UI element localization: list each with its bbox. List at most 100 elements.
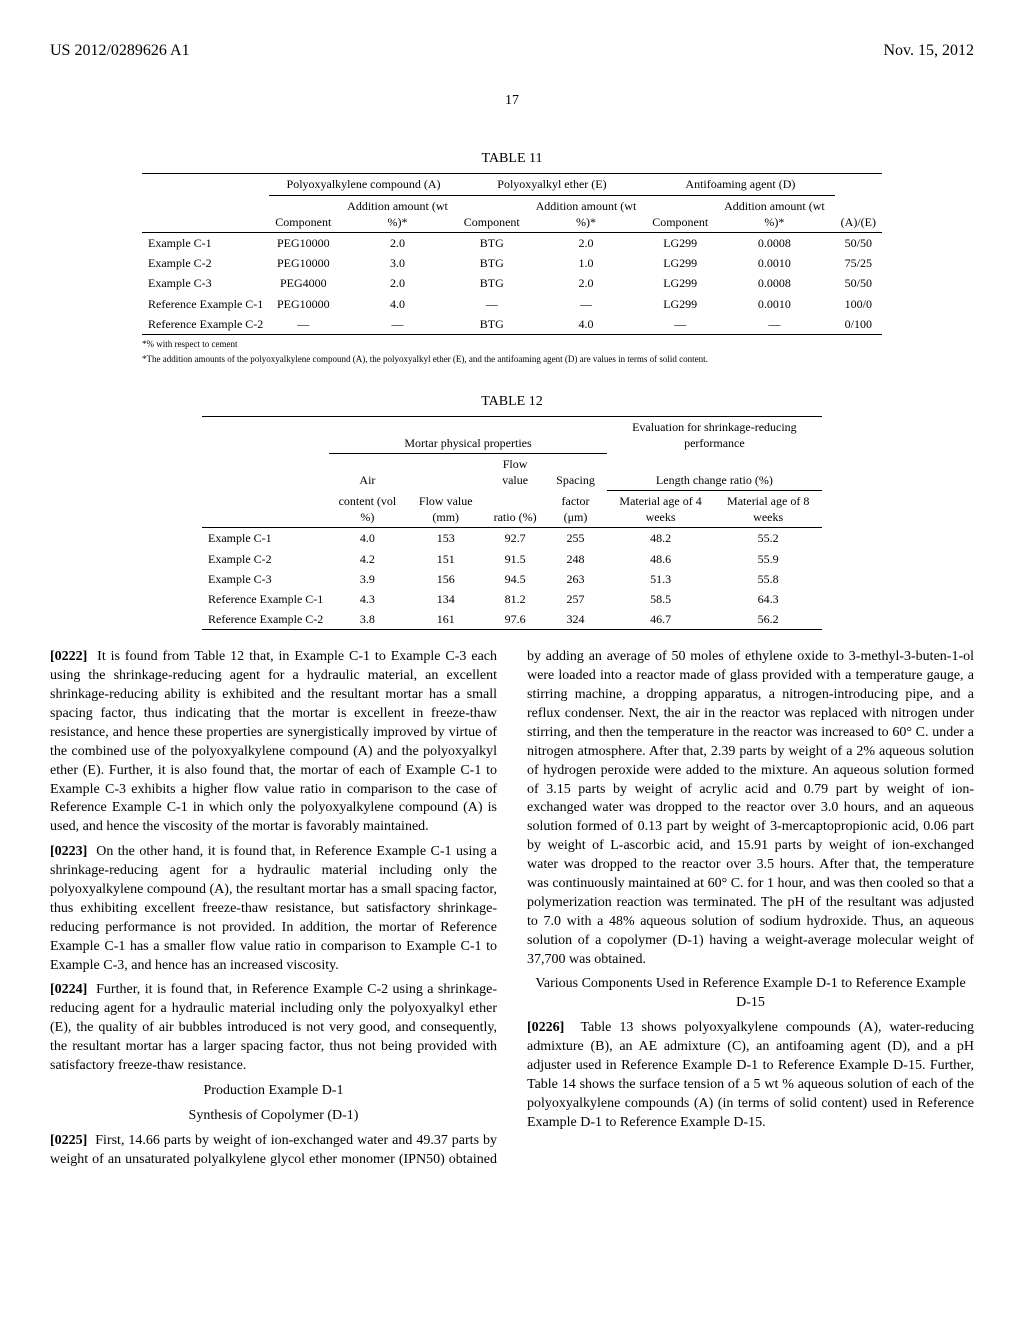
t12-cell: 91.5: [486, 549, 544, 569]
table-row: Example C-3 3.9 156 94.5 263 51.3 55.8: [202, 569, 822, 589]
t12-cell: 58.5: [607, 589, 715, 609]
t11-footnote-1: *% with respect to cement: [142, 339, 882, 350]
table-row: Example C-2 4.2 151 91.5 248 48.6 55.9: [202, 549, 822, 569]
t12-h-spacing: Spacing: [544, 454, 607, 491]
t12-h-flowratio: Flow value: [486, 454, 544, 491]
para-num: [0226]: [527, 1020, 564, 1035]
t12-h-flowmm2: Flow value (mm): [406, 491, 486, 528]
t12-cell: 97.6: [486, 609, 544, 630]
table-row: Example C-1 4.0 153 92.7 255 48.2 55.2: [202, 528, 822, 549]
t12-cell: Example C-2: [202, 549, 329, 569]
para-0223: [0223] On the other hand, it is found th…: [50, 843, 497, 975]
publication-date: Nov. 15, 2012: [883, 40, 974, 62]
t12-cell: 134: [406, 589, 486, 609]
t11-cell: 2.0: [526, 273, 646, 293]
t11-cell: BTG: [458, 232, 526, 253]
t11-cell: PEG10000: [269, 232, 337, 253]
t12-cell: 257: [544, 589, 607, 609]
para-text: Table 13 shows polyoxyalkylene compounds…: [527, 1020, 974, 1129]
t12-cell: 3.8: [329, 609, 405, 630]
table-row: Example C-2 PEG10000 3.0 BTG 1.0 LG299 0…: [142, 253, 882, 273]
t12-cell: 81.2: [486, 589, 544, 609]
t12-cell: 55.8: [714, 569, 822, 589]
para-0222: [0222] It is found from Table 12 that, i…: [50, 648, 497, 837]
t11-cell: 4.0: [337, 294, 457, 314]
para-text: It is found from Table 12 that, in Examp…: [50, 649, 497, 834]
t12-cell: 64.3: [714, 589, 822, 609]
t12-h-air2: content (vol %): [329, 491, 405, 528]
t11-h-comp-e: Component: [458, 195, 526, 232]
t12-h-air: Air: [329, 454, 405, 491]
t11-h-add-d: Addition amount (wt %)*: [714, 195, 834, 232]
table-row: Reference Example C-2 — — BTG 4.0 — — 0/…: [142, 314, 882, 335]
t11-footnote-2: *The addition amounts of the polyoxyalky…: [142, 354, 882, 365]
t11-cell: 0.0010: [714, 294, 834, 314]
synthesis-heading: Synthesis of Copolymer (D-1): [50, 1107, 497, 1126]
t12-cell: 56.2: [714, 609, 822, 630]
t11-cell: BTG: [458, 273, 526, 293]
t11-r1-label: Example C-2: [142, 253, 269, 273]
t11-h-comp-a: Component: [269, 195, 337, 232]
table-12: TABLE 12 Mortar physical properties Eval…: [50, 393, 974, 630]
t11-cell: 0/100: [835, 314, 882, 335]
table-row: Example C-1 PEG10000 2.0 BTG 2.0 LG299 0…: [142, 232, 882, 253]
para-num: [0224]: [50, 982, 87, 997]
table-12-caption: TABLE 12: [50, 393, 974, 412]
t12-cell: 153: [406, 528, 486, 549]
t12-h-flowratio2: ratio (%): [486, 491, 544, 528]
t11-h-add-e: Addition amount (wt %)*: [526, 195, 646, 232]
t11-r3-label: Reference Example C-1: [142, 294, 269, 314]
table-11-caption: TABLE 11: [50, 150, 974, 169]
t12-cell: 4.0: [329, 528, 405, 549]
t12-cell: 255: [544, 528, 607, 549]
t12-cell: 51.3: [607, 569, 715, 589]
t12-cell: Example C-1: [202, 528, 329, 549]
para-num: [0223]: [50, 844, 87, 859]
para-num: [0225]: [50, 1133, 87, 1148]
t11-cell: 0.0008: [714, 273, 834, 293]
t12-cell: 156: [406, 569, 486, 589]
t12-cell: 151: [406, 549, 486, 569]
t11-r2-label: Example C-3: [142, 273, 269, 293]
t11-r4-label: Reference Example C-2: [142, 314, 269, 335]
t11-cell: —: [337, 314, 457, 335]
t11-group-d: Antifoaming agent (D): [646, 174, 834, 195]
t11-r0-label: Example C-1: [142, 232, 269, 253]
table-row: Reference Example C-1 PEG10000 4.0 — — L…: [142, 294, 882, 314]
t12-cell: 92.7: [486, 528, 544, 549]
t11-cell: 4.0: [526, 314, 646, 335]
t11-cell: PEG4000: [269, 273, 337, 293]
t11-cell: LG299: [646, 232, 714, 253]
patent-id: US 2012/0289626 A1: [50, 40, 190, 62]
t11-cell: 3.0: [337, 253, 457, 273]
t11-cell: —: [526, 294, 646, 314]
t12-cell: 324: [544, 609, 607, 630]
t12-cell: 3.9: [329, 569, 405, 589]
t12-h-age8: Material age of 8 weeks: [714, 491, 822, 528]
t11-cell: —: [269, 314, 337, 335]
para-0226: [0226] Table 13 shows polyoxyalkylene co…: [527, 1019, 974, 1132]
t12-cell: 55.2: [714, 528, 822, 549]
t11-cell: 2.0: [337, 232, 457, 253]
t12-cell: 263: [544, 569, 607, 589]
t11-group-e: Polyoxyalkyl ether (E): [458, 174, 646, 195]
t11-cell: 2.0: [337, 273, 457, 293]
various-components-heading: Various Components Used in Reference Exa…: [527, 975, 974, 1013]
t11-cell: 75/25: [835, 253, 882, 273]
t12-cell: 48.2: [607, 528, 715, 549]
t11-cell: 50/50: [835, 273, 882, 293]
t11-cell: —: [646, 314, 714, 335]
t11-cell: BTG: [458, 253, 526, 273]
t12-h-age4: Material age of 4 weeks: [607, 491, 715, 528]
t11-cell: LG299: [646, 273, 714, 293]
t12-cell: 4.2: [329, 549, 405, 569]
t11-h-ratio: (A)/(E): [835, 195, 882, 232]
para-num: [0222]: [50, 649, 87, 664]
t12-cell: Reference Example C-1: [202, 589, 329, 609]
t11-cell: BTG: [458, 314, 526, 335]
table-11: TABLE 11 Polyoxyalkylene compound (A) Po…: [50, 150, 974, 364]
table-row: Example C-3 PEG4000 2.0 BTG 2.0 LG299 0.…: [142, 273, 882, 293]
production-example-heading: Production Example D-1: [50, 1082, 497, 1101]
t12-cell: 161: [406, 609, 486, 630]
t12-cell: 46.7: [607, 609, 715, 630]
